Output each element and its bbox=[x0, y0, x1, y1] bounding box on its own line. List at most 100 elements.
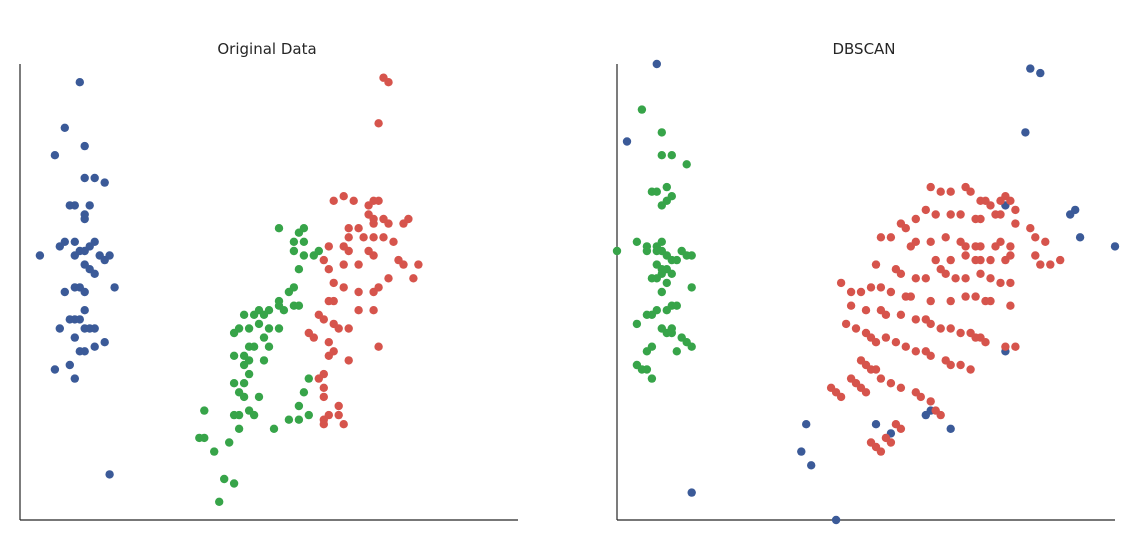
scatter-point-red bbox=[896, 383, 906, 392]
scatter-point-red bbox=[961, 292, 970, 301]
scatter-point-green bbox=[304, 410, 313, 420]
scatter-point-red bbox=[379, 233, 388, 242]
scatter-point-red bbox=[1031, 233, 1040, 242]
scatter-point-green bbox=[254, 319, 264, 329]
scatter-point-blue bbox=[60, 287, 69, 297]
scatter-point-red bbox=[414, 260, 423, 269]
scatter-point-blue bbox=[1021, 128, 1030, 137]
scatter-point-blue bbox=[90, 324, 99, 333]
scatter-point-red bbox=[1041, 237, 1050, 246]
scatter-point-green bbox=[229, 479, 239, 488]
scatter-point-red bbox=[339, 260, 348, 269]
scatter-point-red bbox=[329, 296, 338, 306]
scatter-point-blue bbox=[100, 178, 109, 187]
scatter-point-red bbox=[986, 255, 995, 265]
scatter-point-red bbox=[886, 438, 896, 447]
scatter-point-green bbox=[652, 187, 661, 196]
scatter-point-red bbox=[344, 246, 353, 256]
scatter-point-red bbox=[1006, 278, 1015, 288]
scatter-point-red bbox=[1006, 301, 1015, 310]
scatter-point-blue bbox=[80, 141, 89, 151]
scatter-point-green bbox=[294, 228, 304, 237]
scatter-point-green bbox=[234, 410, 244, 420]
scatter-point-green bbox=[667, 328, 676, 338]
scatter-point-red bbox=[891, 338, 901, 347]
scatter-point-red bbox=[856, 287, 866, 297]
scatter-point-green bbox=[687, 342, 696, 351]
scatter-point-red bbox=[976, 214, 985, 224]
scatter-point-red bbox=[369, 287, 378, 297]
scatter-point-green bbox=[254, 392, 264, 402]
scatter-point-green bbox=[279, 306, 289, 315]
scatter-point-green bbox=[667, 269, 676, 278]
scatter-point-green bbox=[239, 360, 249, 370]
scatter-point-red bbox=[996, 210, 1005, 219]
scatter-point-blue bbox=[687, 488, 696, 497]
scatter-point-green bbox=[632, 319, 642, 329]
scatter-point-blue bbox=[70, 201, 80, 210]
scatter-point-green bbox=[637, 105, 647, 114]
scatter-point-blue bbox=[75, 78, 85, 87]
scatter-point-red bbox=[1026, 224, 1035, 233]
scatter-point-red bbox=[369, 219, 378, 228]
scatter-point-green bbox=[687, 283, 696, 292]
scatter-point-red bbox=[886, 287, 896, 297]
scatter-point-blue bbox=[75, 347, 85, 356]
right-points bbox=[612, 59, 1120, 525]
scatter-point-red bbox=[926, 296, 935, 306]
scatter-point-red bbox=[976, 242, 985, 251]
scatter-point-red bbox=[369, 251, 378, 260]
scatter-point-red bbox=[881, 333, 891, 342]
scatter-point-blue bbox=[75, 315, 85, 324]
scatter-point-red bbox=[986, 201, 995, 210]
scatter-point-red bbox=[926, 182, 935, 192]
scatter-point-blue bbox=[921, 410, 930, 420]
scatter-point-green bbox=[225, 438, 234, 447]
scatter-point-red bbox=[931, 255, 940, 265]
scatter-point-green bbox=[657, 287, 666, 297]
scatter-point-green bbox=[264, 342, 274, 351]
scatter-point-green bbox=[274, 324, 284, 333]
scatter-point-red bbox=[384, 78, 393, 87]
left-subplot: Original Data bbox=[19, 40, 518, 521]
scatter-point-red bbox=[836, 392, 846, 402]
scatter-point-green bbox=[229, 328, 239, 338]
scatter-point-red bbox=[901, 224, 910, 233]
scatter-point-red bbox=[956, 210, 965, 219]
scatter-point-red bbox=[936, 324, 945, 333]
scatter-point-red bbox=[1031, 251, 1040, 260]
scatter-point-red bbox=[1006, 242, 1015, 251]
scatter-point-green bbox=[667, 151, 676, 160]
scatter-point-green bbox=[632, 237, 642, 246]
scatter-point-red bbox=[946, 296, 955, 306]
scatter-point-red bbox=[971, 292, 980, 301]
scatter-point-red bbox=[911, 315, 920, 324]
scatter-point-green bbox=[200, 406, 209, 415]
scatter-point-red bbox=[956, 360, 965, 370]
scatter-point-green bbox=[672, 301, 681, 310]
scatter-point-red bbox=[911, 237, 920, 246]
scatter-point-red bbox=[871, 338, 881, 347]
scatter-point-red bbox=[846, 301, 856, 310]
scatter-point-green bbox=[672, 255, 681, 265]
scatter-point-blue bbox=[90, 342, 99, 351]
scatter-point-red bbox=[996, 278, 1005, 288]
scatter-point-green bbox=[239, 379, 249, 388]
scatter-point-red bbox=[319, 255, 328, 265]
scatter-point-red bbox=[896, 424, 906, 433]
scatter-point-red bbox=[936, 187, 945, 196]
scatter-point-green bbox=[642, 365, 652, 374]
scatter-point-blue bbox=[60, 123, 69, 132]
scatter-point-green bbox=[289, 246, 299, 256]
scatter-point-red bbox=[881, 310, 891, 319]
scatter-point-red bbox=[1011, 342, 1020, 351]
scatter-point-red bbox=[851, 324, 861, 333]
scatter-point-blue bbox=[90, 269, 99, 278]
scatter-point-red bbox=[951, 274, 960, 283]
scatter-point-red bbox=[941, 269, 950, 278]
scatter-point-red bbox=[946, 255, 955, 265]
scatter-point-green bbox=[284, 287, 294, 297]
scatter-point-red bbox=[339, 192, 348, 201]
scatter-point-red bbox=[926, 351, 935, 360]
